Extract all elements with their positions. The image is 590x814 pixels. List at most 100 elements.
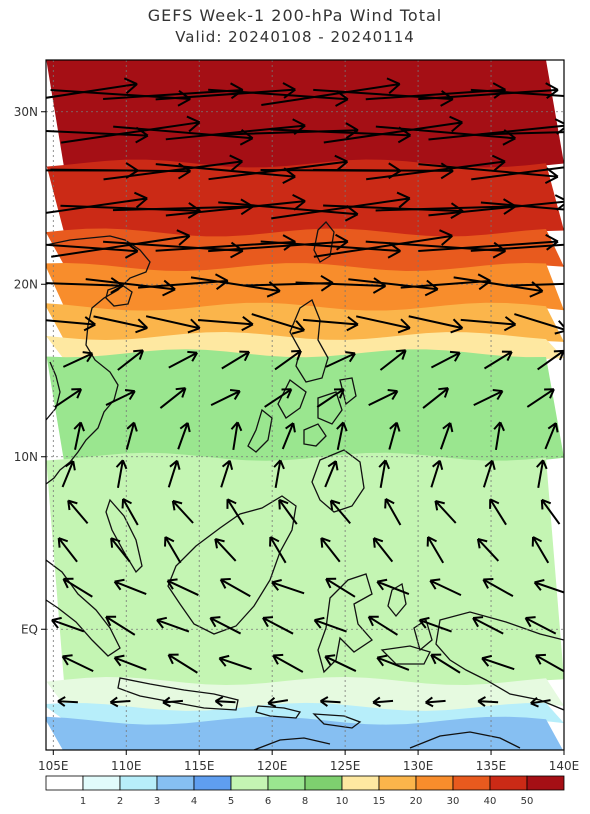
lat-label: EQ [21, 622, 38, 636]
coastlines [46, 221, 564, 750]
wind-arrow [281, 422, 296, 450]
colorbar-swatch [230, 775, 269, 791]
wind-arrow [477, 696, 499, 707]
lon-label: 105E [38, 759, 69, 773]
wind-arrow [125, 421, 138, 450]
wind-arrow [57, 537, 78, 563]
wind-arrow [453, 276, 544, 298]
lon-label: 130E [403, 759, 434, 773]
wind-arrow [271, 579, 305, 595]
wind-speed-shading [46, 60, 564, 750]
wind-arrow [480, 201, 564, 211]
wind-band [46, 302, 564, 342]
wind-arrow [210, 388, 241, 407]
wind-arrow [493, 421, 505, 451]
wind-arrow [214, 696, 236, 707]
wind-arrow [103, 154, 244, 181]
colorbar-label: 50 [521, 796, 534, 807]
map-title: GEFS Week-1 200-hPa Wind Total [147, 6, 443, 25]
longitude-labels: 105E 110E 115E 120E 125E 130E 135E 140E [38, 750, 579, 773]
colorbar-label: 8 [302, 796, 308, 807]
wind-arrow [376, 654, 410, 671]
wind-arrow [46, 316, 96, 332]
wind-arrow [536, 459, 548, 488]
colorbar: 1 2 3 4 5 6 8 10 15 20 30 40 50 [45, 775, 565, 807]
wind-arrow [530, 696, 551, 708]
wind-arrow [533, 579, 564, 594]
wind-arrow [325, 577, 356, 598]
colorbar-label: 6 [265, 796, 271, 807]
wind-arrow [316, 388, 345, 408]
wind-arrow [439, 422, 454, 450]
wind-arrow [73, 421, 85, 450]
wind-band [46, 452, 564, 687]
wind-arrow [534, 653, 564, 673]
wind-arrow [325, 351, 356, 368]
graticule [46, 60, 565, 750]
wind-arrow [378, 459, 390, 488]
wind-arrow [476, 537, 500, 562]
wind-arrow [220, 459, 234, 488]
wind-arrow [93, 315, 149, 334]
wind-arrow [460, 316, 517, 332]
wind-arrow [51, 616, 85, 633]
lat-label: 10N [14, 450, 38, 464]
wind-arrow [171, 499, 194, 524]
wind-arrow [544, 422, 559, 450]
wind-arrow [62, 351, 94, 368]
wind-arrow [324, 460, 339, 488]
wind-arrow [379, 349, 407, 371]
wind-arrow [105, 615, 136, 636]
wind-arrow [167, 459, 181, 488]
wind-arrow [166, 578, 199, 596]
colorbar-label: 5 [228, 796, 234, 807]
wind-arrow [540, 498, 561, 525]
wind-arrow [473, 389, 504, 406]
latitude-labels: 30N 20N 10N EQ [14, 105, 46, 636]
wind-arrow [313, 616, 347, 633]
wind-band [46, 228, 564, 273]
wind-arrow [367, 615, 398, 636]
wind-arrow [214, 537, 237, 562]
wind-arrow [46, 191, 148, 214]
wind-arrow [61, 460, 76, 488]
wind-arrow [319, 696, 341, 707]
lon-label: 110E [111, 759, 142, 773]
wind-arrow [336, 421, 348, 450]
colorbar-swatch [304, 775, 343, 791]
wind-arrow [218, 654, 252, 671]
wind-arrow [121, 498, 139, 526]
wind-band [46, 677, 564, 713]
wind-arrow [67, 499, 89, 525]
colorbar-label: 30 [447, 796, 460, 807]
wind-arrow [46, 77, 138, 99]
wind-arrow [269, 536, 287, 564]
wind-arrow [524, 616, 557, 635]
colorbar-swatch [193, 775, 232, 791]
wind-arrow [115, 459, 128, 488]
colorbar-label: 2 [117, 796, 123, 807]
wind-arrow [368, 389, 399, 406]
wind-arrow [167, 653, 198, 674]
lon-label: 120E [257, 759, 288, 773]
wind-arrow [221, 350, 251, 370]
wind-arrow [372, 537, 394, 563]
wind-arrow [264, 388, 293, 408]
wind-arrow [537, 349, 564, 371]
wind-arrow [251, 313, 306, 335]
wind-arrow [113, 578, 147, 596]
wind-arrow [483, 350, 513, 370]
colorbar-swatch [267, 775, 306, 791]
wind-arrow [62, 577, 93, 598]
colorbar-label: 10 [336, 796, 349, 807]
wind-arrow [470, 243, 564, 252]
wind-arrow [54, 388, 83, 408]
lon-label: 115E [184, 759, 215, 773]
lat-label: 30N [14, 105, 38, 119]
wind-arrow [110, 537, 131, 563]
colorbar-swatch [82, 775, 121, 791]
wind-arrow [471, 166, 564, 181]
wind-arrow [164, 536, 182, 564]
wind-band [46, 60, 564, 170]
wind-arrow [209, 616, 242, 635]
